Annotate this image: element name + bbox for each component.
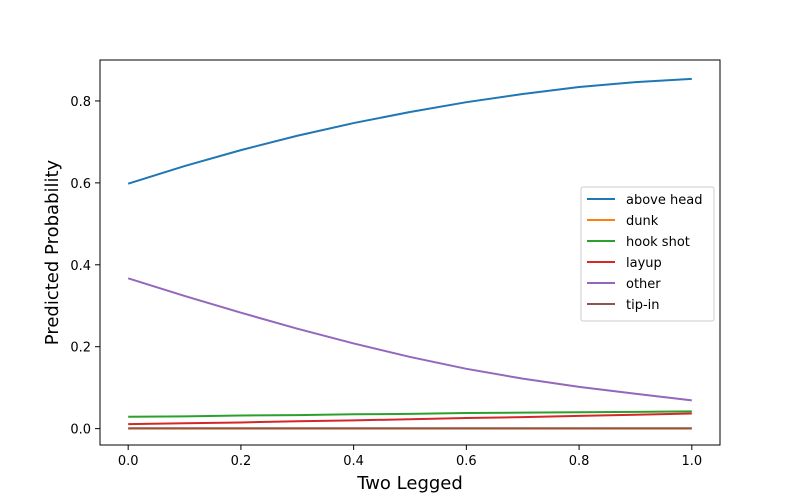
legend-label: other	[626, 277, 661, 292]
y-tick-label: 0.8	[70, 95, 91, 110]
y-tick-label: 0.4	[70, 259, 91, 274]
x-tick-label: 0.6	[456, 454, 477, 469]
x-tick-label: 0.4	[343, 454, 364, 469]
legend-label: dunk	[626, 214, 659, 229]
series-line-other	[127, 277, 692, 402]
legend-label: above head	[626, 193, 702, 208]
plot-frame	[99, 59, 721, 446]
plot-area	[99, 59, 721, 446]
x-tick-label: 0.8	[569, 454, 590, 469]
legend: above head dunk hook shot layup other tip-in	[580, 186, 715, 322]
series-lines	[127, 77, 692, 430]
legend-label: layup	[626, 256, 662, 271]
y-axis-label: Predicted Probability	[42, 159, 63, 345]
y-tick-label: 0.2	[70, 341, 91, 356]
series-line-above-head	[127, 77, 692, 185]
x-axis-label: Two Legged	[356, 473, 463, 494]
series-line-hook-shot	[128, 410, 692, 418]
y-tick-label: 0.6	[70, 177, 91, 192]
x-axis-ticks: 0.0 0.2 0.4 0.6 0.8 1.0	[118, 445, 702, 469]
x-tick-label: 1.0	[681, 454, 702, 469]
y-tick-label: 0.0	[70, 423, 91, 438]
series-line-layup	[128, 412, 692, 426]
x-tick-label: 0.0	[118, 454, 139, 469]
legend-label: tip-in	[626, 298, 660, 313]
y-axis-ticks: 0.0 0.2 0.4 0.6 0.8	[70, 95, 100, 438]
x-tick-label: 0.2	[231, 454, 252, 469]
legend-label: hook shot	[626, 235, 690, 250]
